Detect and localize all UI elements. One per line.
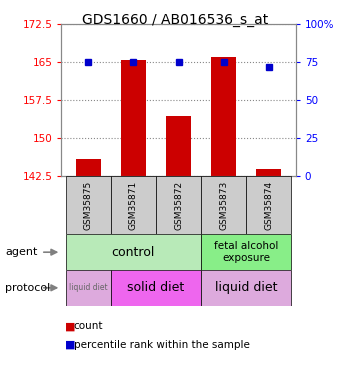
Bar bbox=[111, 176, 156, 234]
Bar bbox=[256, 169, 281, 176]
Text: GSM35872: GSM35872 bbox=[174, 181, 183, 230]
Text: percentile rank within the sample: percentile rank within the sample bbox=[74, 340, 249, 350]
Bar bbox=[246, 176, 291, 234]
Bar bbox=[121, 60, 146, 176]
Bar bbox=[201, 176, 246, 234]
Bar bbox=[166, 116, 191, 176]
Text: protocol: protocol bbox=[5, 283, 50, 293]
Text: GSM35875: GSM35875 bbox=[84, 181, 93, 230]
Text: ■: ■ bbox=[65, 340, 75, 350]
Bar bbox=[66, 270, 111, 306]
Text: fetal alcohol
exposure: fetal alcohol exposure bbox=[214, 242, 278, 263]
Text: GDS1660 / AB016536_s_at: GDS1660 / AB016536_s_at bbox=[82, 13, 268, 27]
Bar bbox=[111, 270, 201, 306]
Text: count: count bbox=[74, 321, 103, 331]
Bar bbox=[201, 270, 291, 306]
Bar bbox=[76, 159, 101, 176]
Text: liquid diet: liquid diet bbox=[215, 281, 278, 294]
Text: agent: agent bbox=[5, 247, 38, 257]
Bar bbox=[66, 234, 201, 270]
Text: GSM35874: GSM35874 bbox=[264, 181, 273, 230]
Bar bbox=[211, 57, 236, 176]
Text: GSM35873: GSM35873 bbox=[219, 181, 228, 230]
Bar bbox=[66, 176, 111, 234]
Text: GSM35871: GSM35871 bbox=[129, 181, 138, 230]
Bar bbox=[156, 176, 201, 234]
Text: control: control bbox=[112, 246, 155, 259]
Text: ■: ■ bbox=[65, 321, 75, 331]
Text: solid diet: solid diet bbox=[127, 281, 184, 294]
Bar bbox=[201, 234, 291, 270]
Text: liquid diet: liquid diet bbox=[69, 284, 107, 292]
